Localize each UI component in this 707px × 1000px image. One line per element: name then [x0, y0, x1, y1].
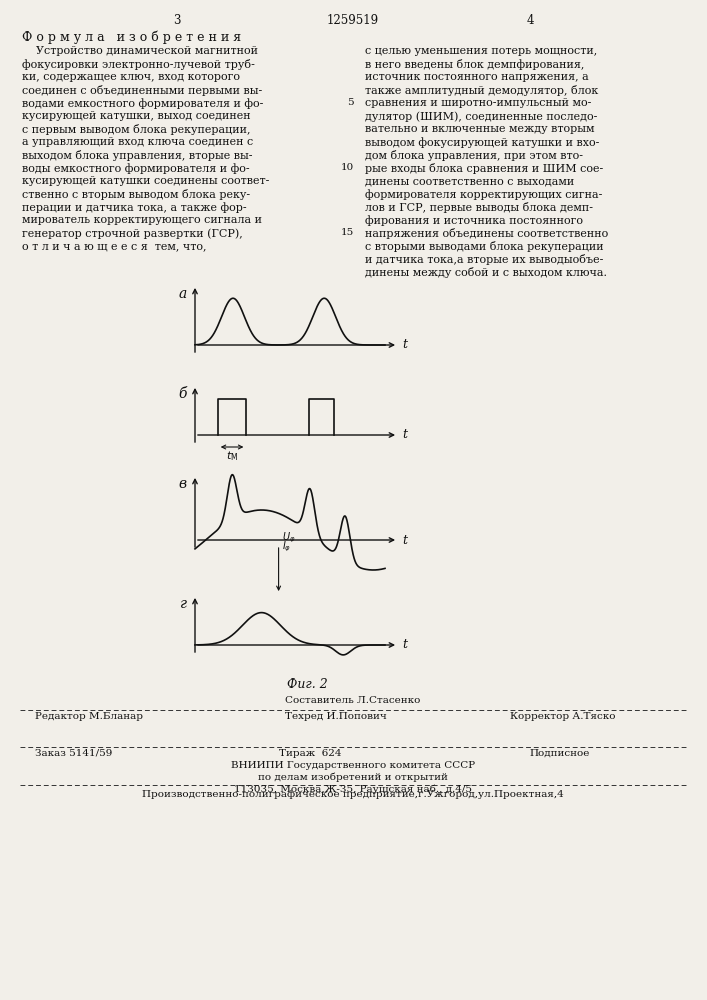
Text: воды емкостного формирователя и фо-: воды емкостного формирователя и фо-	[22, 163, 250, 174]
Text: Составитель Л.Стасенко: Составитель Л.Стасенко	[286, 696, 421, 705]
Text: $t_{\rm M}$: $t_{\rm M}$	[226, 449, 238, 463]
Text: лов и ГСР, первые выводы блока демп-: лов и ГСР, первые выводы блока демп-	[365, 202, 593, 213]
Text: вательно и включенные между вторым: вательно и включенные между вторым	[365, 124, 595, 134]
Text: формирователя корректирующих сигна-: формирователя корректирующих сигна-	[365, 189, 602, 200]
Text: дом блока управления, при этом вто-: дом блока управления, при этом вто-	[365, 150, 583, 161]
Text: Техред И.Попович: Техред И.Попович	[285, 712, 387, 721]
Text: источник постоянного напряжения, а: источник постоянного напряжения, а	[365, 72, 589, 82]
Text: 5: 5	[347, 98, 354, 107]
Text: кусирующей катушки, выход соединен: кусирующей катушки, выход соединен	[22, 111, 250, 121]
Text: и датчика тока,а вторые их выводыобъе-: и датчика тока,а вторые их выводыобъе-	[365, 254, 603, 265]
Text: б: б	[178, 387, 187, 401]
Text: Тираж  624: Тираж 624	[279, 749, 341, 758]
Text: о т л и ч а ю щ е е с я  тем, что,: о т л и ч а ю щ е е с я тем, что,	[22, 241, 206, 251]
Text: динены соответственно с выходами: динены соответственно с выходами	[365, 176, 574, 186]
Text: с первым выводом блока рекуперации,: с первым выводом блока рекуперации,	[22, 124, 250, 135]
Text: в: в	[179, 477, 187, 491]
Text: с вторыми выводами блока рекуперации: с вторыми выводами блока рекуперации	[365, 241, 604, 252]
Text: Корректор А.Тяско: Корректор А.Тяско	[510, 712, 616, 721]
Text: 1259519: 1259519	[327, 14, 379, 27]
Text: фокусировки электронно-лучевой труб-: фокусировки электронно-лучевой труб-	[22, 59, 255, 70]
Text: $U_{\varphi}$: $U_{\varphi}$	[281, 531, 295, 545]
Text: г: г	[180, 597, 187, 611]
Text: 4: 4	[526, 14, 534, 27]
Text: Производственно-полиграфическое предприятие,г.Ужгород,ул.Проектная,4: Производственно-полиграфическое предприя…	[142, 790, 564, 799]
Text: Устройство динамической магнитной: Устройство динамической магнитной	[22, 46, 258, 56]
Text: рые входы блока сравнения и ШИМ сое-: рые входы блока сравнения и ШИМ сое-	[365, 163, 603, 174]
Text: с целью уменьшения потерь мощности,: с целью уменьшения потерь мощности,	[365, 46, 597, 56]
Text: Редактор М.Бланар: Редактор М.Бланар	[35, 712, 143, 721]
Text: Подписное: Подписное	[530, 749, 590, 758]
Text: 10: 10	[341, 163, 354, 172]
Text: а: а	[179, 287, 187, 301]
Text: выводом фокусирующей катушки и вхо-: выводом фокусирующей катушки и вхо-	[365, 137, 600, 148]
Text: динены между собой и с выходом ключа.: динены между собой и с выходом ключа.	[365, 267, 607, 278]
Text: генератор строчной развертки (ГСР),: генератор строчной развертки (ГСР),	[22, 228, 243, 239]
Text: а управляющий вход ключа соединен с: а управляющий вход ключа соединен с	[22, 137, 253, 147]
Text: $I_{\varphi}$: $I_{\varphi}$	[281, 540, 291, 554]
Text: ки, содержащее ключ, вход которого: ки, содержащее ключ, вход которого	[22, 72, 240, 82]
Text: 113035, Москва,Ж-35, Раушская наб., д.4/5: 113035, Москва,Ж-35, Раушская наб., д.4/…	[234, 785, 472, 794]
Text: кусирующей катушки соединены соответ-: кусирующей катушки соединены соответ-	[22, 176, 269, 186]
Text: Ф о р м у л а   и з о б р е т е н и я: Ф о р м у л а и з о б р е т е н и я	[22, 30, 241, 43]
Text: дулятор (ШИМ), соединенные последо-: дулятор (ШИМ), соединенные последо-	[365, 111, 597, 122]
Text: соединен с объединенными первыми вы-: соединен с объединенными первыми вы-	[22, 85, 262, 96]
Text: Заказ 5141/59: Заказ 5141/59	[35, 749, 112, 758]
Text: t: t	[402, 534, 407, 546]
Text: t: t	[402, 338, 407, 352]
Text: фирования и источника постоянного: фирования и источника постоянного	[365, 215, 583, 226]
Text: ственно с вторым выводом блока реку-: ственно с вторым выводом блока реку-	[22, 189, 250, 200]
Text: в него введены блок демпфирования,: в него введены блок демпфирования,	[365, 59, 585, 70]
Text: 3: 3	[173, 14, 181, 27]
Text: 15: 15	[341, 228, 354, 237]
Text: водами емкостного формирователя и фо-: водами емкостного формирователя и фо-	[22, 98, 264, 109]
Text: t: t	[402, 428, 407, 442]
Text: выходом блока управления, вторые вы-: выходом блока управления, вторые вы-	[22, 150, 252, 161]
Text: напряжения объединены соответственно: напряжения объединены соответственно	[365, 228, 608, 239]
Text: Фиг. 2: Фиг. 2	[287, 678, 328, 691]
Text: мирователь корректирующего сигнала и: мирователь корректирующего сигнала и	[22, 215, 262, 225]
Text: по делам изобретений и открытий: по делам изобретений и открытий	[258, 773, 448, 782]
Text: сравнения и широтно-импульсный мо-: сравнения и широтно-импульсный мо-	[365, 98, 591, 108]
Text: t: t	[402, 639, 407, 652]
Text: ВНИИПИ Государственного комитета СССР: ВНИИПИ Государственного комитета СССР	[231, 761, 475, 770]
Text: перации и датчика тока, а также фор-: перации и датчика тока, а также фор-	[22, 202, 247, 213]
Text: также амплитудный демодулятор, блок: также амплитудный демодулятор, блок	[365, 85, 598, 96]
